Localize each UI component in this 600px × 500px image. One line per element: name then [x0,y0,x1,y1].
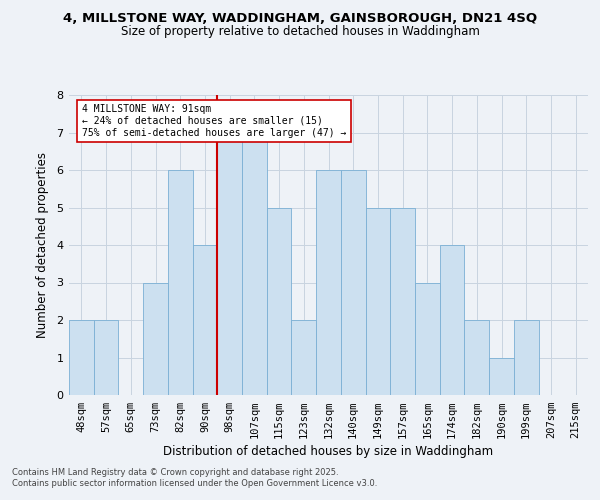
Bar [341,170,365,395]
Text: 4 MILLSTONE WAY: 91sqm
← 24% of detached houses are smaller (15)
75% of semi-det: 4 MILLSTONE WAY: 91sqm ← 24% of detached… [82,104,346,138]
Bar [440,245,464,395]
Text: 4, MILLSTONE WAY, WADDINGHAM, GAINSBOROUGH, DN21 4SQ: 4, MILLSTONE WAY, WADDINGHAM, GAINSBOROU… [63,12,537,26]
Bar [489,358,514,395]
Bar [292,320,316,395]
Bar [415,282,440,395]
Bar [193,245,217,395]
Bar [390,208,415,395]
Bar [217,132,242,395]
Text: Contains HM Land Registry data © Crown copyright and database right 2025.
Contai: Contains HM Land Registry data © Crown c… [12,468,377,487]
Bar [514,320,539,395]
Bar [94,320,118,395]
Text: Size of property relative to detached houses in Waddingham: Size of property relative to detached ho… [121,25,479,38]
Bar [168,170,193,395]
X-axis label: Distribution of detached houses by size in Waddingham: Distribution of detached houses by size … [163,445,494,458]
Bar [242,132,267,395]
Bar [143,282,168,395]
Bar [365,208,390,395]
Bar [267,208,292,395]
Bar [316,170,341,395]
Bar [464,320,489,395]
Bar [69,320,94,395]
Y-axis label: Number of detached properties: Number of detached properties [37,152,49,338]
